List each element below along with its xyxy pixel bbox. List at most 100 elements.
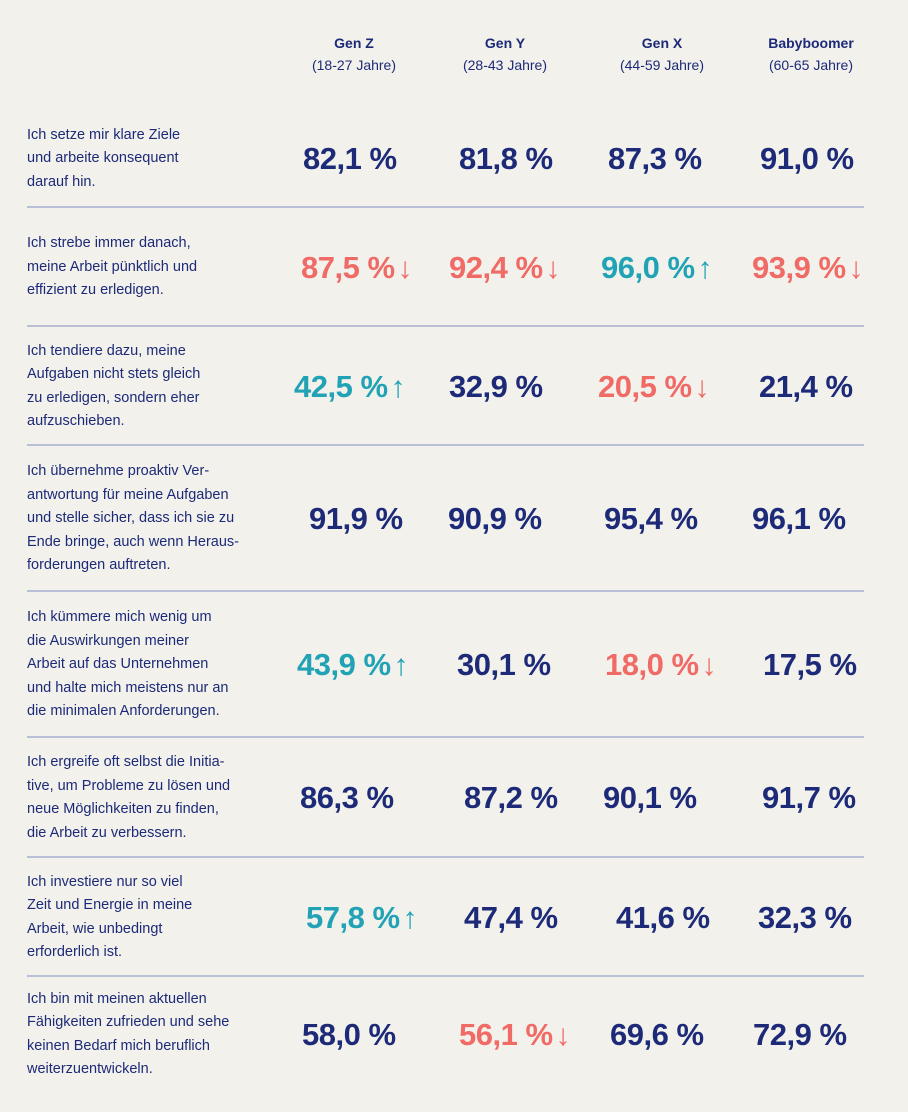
value-text: 32,9 % xyxy=(449,368,543,404)
statement-label: Ich ergreife oft selbst die Initia- tive… xyxy=(27,754,231,841)
value-text: 41,6 % xyxy=(616,899,710,935)
statement-label: Ich bin mit meinen aktuellen Fähigkeiten… xyxy=(27,990,230,1078)
table-row: Ich investiere nur so viel Zeit und Ener… xyxy=(27,858,864,977)
percentage-value: 91,0 % xyxy=(760,141,854,177)
value-text: 90,9 % xyxy=(448,501,542,536)
statement-label: Ich kümmere mich wenig um die Auswirkung… xyxy=(27,609,229,720)
value-text: 18,0 % xyxy=(605,647,699,682)
percentage-value: 81,8 % xyxy=(459,141,553,177)
column-header-4: Babyboomer (60-65 Jahre) xyxy=(741,32,881,76)
table-row: Ich setze mir klare Ziele und arbeite ko… xyxy=(27,110,864,208)
percentage-value: 92,4 % ↓ xyxy=(449,250,560,286)
generation-name: Gen Z xyxy=(334,35,374,51)
percentage-value: 20,5 % ↓ xyxy=(598,369,709,405)
percentage-value: 43,9 % ↑ xyxy=(297,647,408,683)
generation-name: Babyboomer xyxy=(768,35,854,51)
value-text: 82,1 % xyxy=(303,141,397,176)
table-row: Ich tendiere dazu, meine Aufgaben nicht … xyxy=(27,327,864,446)
age-range: (28-43 Jahre) xyxy=(462,57,548,73)
age-range: (60-65 Jahre) xyxy=(768,57,854,73)
value-text: 43,9 % xyxy=(297,647,391,682)
arrow-up-icon: ↑ xyxy=(402,901,418,935)
percentage-value: 41,6 % xyxy=(616,900,710,936)
percentage-value: 56,1 % ↓ xyxy=(459,1017,570,1053)
value-text: 87,5 % xyxy=(301,249,395,285)
table-row: Ich kümmere mich wenig um die Auswirkung… xyxy=(27,592,864,738)
value-text: 91,7 % xyxy=(762,780,856,815)
percentage-value: 90,9 % xyxy=(448,501,542,537)
value-text: 57,8 % xyxy=(306,899,400,935)
value-text: 90,1 % xyxy=(603,780,697,815)
value-text: 91,0 % xyxy=(760,141,854,176)
statement-label: Ich tendiere dazu, meine Aufgaben nicht … xyxy=(27,342,201,430)
percentage-value: 86,3 % xyxy=(300,780,394,816)
percentage-value: 87,5 % ↓ xyxy=(301,250,412,286)
arrow-down-icon: ↓ xyxy=(555,1018,571,1052)
value-text: 96,0 % xyxy=(601,249,695,285)
percentage-value: 91,9 % xyxy=(309,501,403,537)
percentage-value: 42,5 % ↑ xyxy=(294,369,405,405)
column-header-3: Gen X (44-59 Jahre) xyxy=(592,32,732,76)
percentage-value: 47,4 % xyxy=(464,900,558,936)
percentage-value: 95,4 % xyxy=(604,501,698,537)
arrow-down-icon: ↓ xyxy=(848,251,864,285)
table-row: Ich ergreife oft selbst die Initia- tive… xyxy=(27,738,864,858)
percentage-value: 82,1 % xyxy=(303,141,397,177)
value-text: 92,4 % xyxy=(449,249,543,285)
arrow-down-icon: ↓ xyxy=(397,251,413,285)
arrow-down-icon: ↓ xyxy=(701,649,717,682)
percentage-value: 17,5 % xyxy=(763,647,857,683)
percentage-value: 32,3 % xyxy=(758,900,852,936)
value-text: 20,5 % xyxy=(598,368,692,404)
percentage-value: 69,6 % xyxy=(610,1017,704,1053)
value-text: 72,9 % xyxy=(753,1016,847,1052)
statement-label: Ich strebe immer danach, meine Arbeit pü… xyxy=(27,235,198,299)
percentage-value: 93,9 % ↓ xyxy=(752,250,863,286)
value-text: 42,5 % xyxy=(294,368,388,404)
column-header-1: Gen Z (18-27 Jahre) xyxy=(284,32,424,76)
value-text: 87,3 % xyxy=(608,141,702,176)
statement-label: Ich übernehme proaktiv Ver- antwortung f… xyxy=(27,463,239,574)
value-text: 47,4 % xyxy=(464,899,558,935)
value-text: 81,8 % xyxy=(459,141,553,176)
percentage-value: 91,7 % xyxy=(762,780,856,816)
statement-label: Ich setze mir klare Ziele und arbeite ko… xyxy=(27,126,181,190)
column-header-2: Gen Y (28-43 Jahre) xyxy=(435,32,575,76)
generation-name: Gen Y xyxy=(484,35,526,51)
percentage-value: 96,0 % ↑ xyxy=(601,250,712,286)
arrow-up-icon: ↑ xyxy=(393,649,409,682)
percentage-value: 30,1 % xyxy=(457,647,551,683)
arrow-down-icon: ↓ xyxy=(545,251,561,285)
statement-label: Ich investiere nur so viel Zeit und Ener… xyxy=(27,873,193,961)
percentage-value: 21,4 % xyxy=(759,369,853,405)
percentage-value: 72,9 % xyxy=(753,1017,847,1053)
percentage-value: 58,0 % xyxy=(302,1017,396,1053)
value-text: 58,0 % xyxy=(302,1016,396,1052)
value-text: 91,9 % xyxy=(309,501,403,536)
percentage-value: 18,0 % ↓ xyxy=(605,647,716,683)
arrow-down-icon: ↓ xyxy=(694,370,710,404)
percentage-value: 57,8 % ↑ xyxy=(306,900,417,936)
percentage-value: 90,1 % xyxy=(603,780,697,816)
percentage-value: 32,9 % xyxy=(449,369,543,405)
value-text: 95,4 % xyxy=(604,501,698,536)
generation-name: Gen X xyxy=(641,35,683,51)
age-range: (18-27 Jahre) xyxy=(311,57,397,73)
arrow-up-icon: ↑ xyxy=(390,370,406,404)
table-row: Ich übernehme proaktiv Ver- antwortung f… xyxy=(27,446,864,592)
value-text: 30,1 % xyxy=(457,647,551,682)
value-text: 86,3 % xyxy=(300,780,394,815)
value-text: 56,1 % xyxy=(459,1016,553,1052)
percentage-value: 87,3 % xyxy=(608,141,702,177)
value-text: 69,6 % xyxy=(610,1016,704,1052)
age-range: (44-59 Jahre) xyxy=(619,57,705,73)
table-row: Ich bin mit meinen aktuellen Fähigkeiten… xyxy=(27,977,864,1092)
arrow-up-icon: ↑ xyxy=(697,251,713,285)
value-text: 93,9 % xyxy=(752,249,846,285)
table-row: Ich strebe immer danach, meine Arbeit pü… xyxy=(27,208,864,327)
value-text: 96,1 % xyxy=(752,501,846,536)
value-text: 87,2 % xyxy=(464,780,558,815)
value-text: 32,3 % xyxy=(758,899,852,935)
value-text: 17,5 % xyxy=(763,647,857,682)
percentage-value: 96,1 % xyxy=(752,501,846,537)
